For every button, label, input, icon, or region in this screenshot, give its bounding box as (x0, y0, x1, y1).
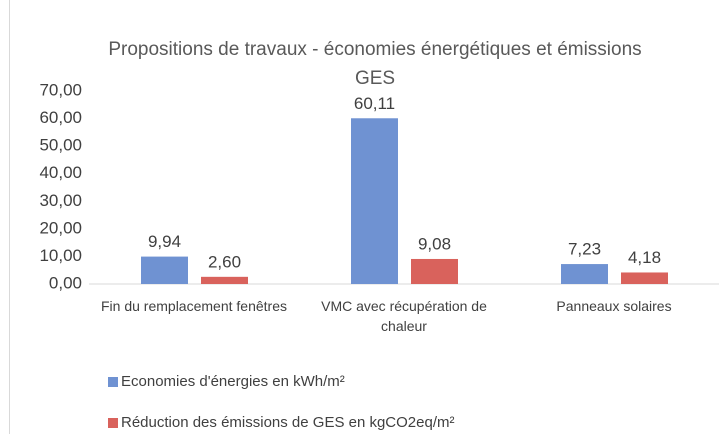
bar (411, 258, 458, 284)
y-tick-label: 10,00 (39, 246, 82, 265)
bar (561, 264, 608, 284)
x-tick-label: Fin du remplacement fenêtres (101, 298, 287, 314)
data-label: 7,23 (568, 240, 601, 259)
data-label: 60,11 (354, 94, 395, 113)
legend-swatch (108, 377, 118, 387)
legend-label: Economies d'énergies en kWh/m² (121, 373, 345, 390)
chart-title: Propositions de travaux - économies éner… (108, 39, 642, 89)
data-label: 9,94 (148, 232, 181, 251)
y-tick-label: 0,00 (49, 273, 82, 292)
y-tick-label: 30,00 (39, 191, 82, 210)
y-tick-label: 70,00 (39, 80, 82, 99)
y-tick-label: 40,00 (39, 163, 82, 182)
data-label: 4,18 (628, 248, 661, 267)
x-tick-label: Panneaux solaires (556, 298, 672, 314)
chart-border (9, 0, 10, 434)
y-tick-label: 60,00 (39, 108, 82, 127)
bar (201, 276, 248, 284)
bar (351, 118, 398, 284)
data-label: 9,08 (418, 234, 451, 253)
legend-swatch (108, 418, 118, 428)
y-tick-label: 20,00 (39, 218, 82, 237)
bar (141, 256, 188, 284)
legend-label: Réduction des émissions de GES en kgCO2e… (121, 414, 455, 431)
data-label: 2,60 (208, 252, 241, 271)
y-tick-label: 50,00 (39, 136, 82, 155)
bar (621, 272, 668, 284)
x-tick-label: VMC avec récupération de chaleur (321, 298, 487, 334)
